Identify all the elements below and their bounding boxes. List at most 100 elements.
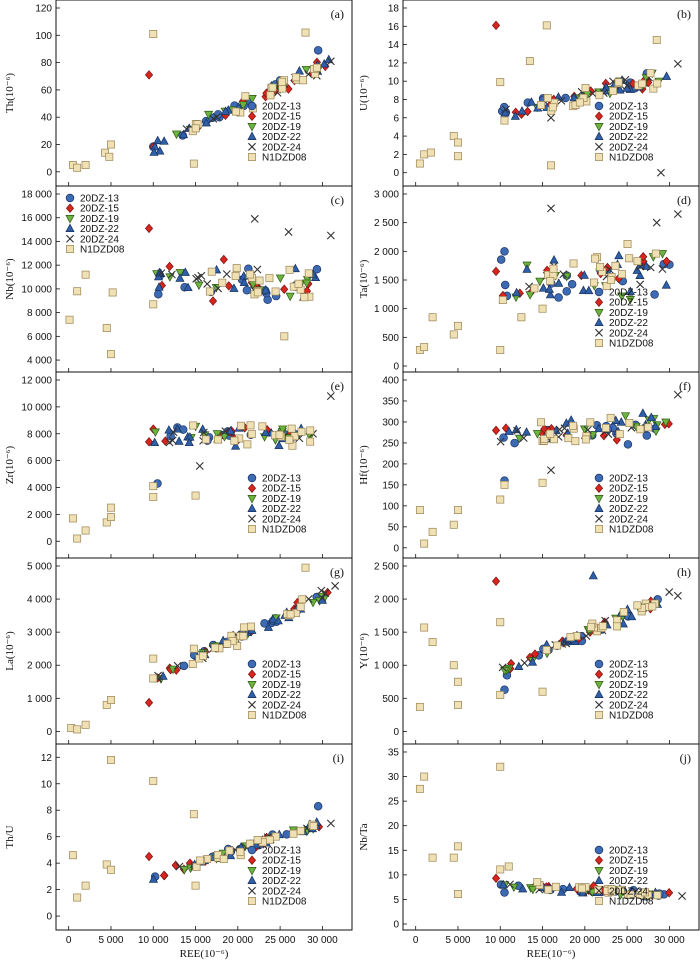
point-n1dzd08 xyxy=(107,696,115,704)
point-20dz-24 xyxy=(547,204,555,213)
point-n1dzd08 xyxy=(589,278,598,287)
point-20dz-15 xyxy=(165,261,174,272)
point-20dz-22 xyxy=(661,71,672,80)
point-n1dzd08 xyxy=(449,132,458,141)
point-n1dzd08 xyxy=(549,264,558,273)
point-20dz-15 xyxy=(144,223,154,234)
point-20dz-19 xyxy=(625,296,635,305)
point-n1dzd08 xyxy=(653,79,662,88)
point-20dz-22 xyxy=(614,250,624,260)
point-20dz-22 xyxy=(184,437,194,447)
x-tick-label: 5 000 xyxy=(445,935,470,946)
point-n1dzd08 xyxy=(449,520,458,529)
y-tick-label: 12 xyxy=(388,58,400,69)
point-n1dzd08 xyxy=(278,77,287,86)
point-20dz-24 xyxy=(317,586,326,595)
point-20dz-22 xyxy=(229,283,239,292)
y-tick-label: 0 xyxy=(393,362,399,373)
point-n1dzd08 xyxy=(571,437,580,446)
point-n1dzd08 xyxy=(538,304,547,313)
y-tick-label: 20 xyxy=(41,140,53,151)
point-n1dzd08 xyxy=(275,430,284,439)
y-tick-label: 2 000 xyxy=(374,595,399,606)
x-tick-label: 10 000 xyxy=(485,935,516,946)
y-tick-label: 150 xyxy=(382,480,399,491)
point-20dz-22 xyxy=(319,58,329,68)
legend-entry-label: 20DZ-15 xyxy=(262,856,301,867)
point-20dz-22 xyxy=(594,423,604,433)
legend-entry-label: 20DZ-22 xyxy=(609,318,648,329)
y-tick-label: 18 000 xyxy=(21,190,52,201)
y-tick-label: 18 xyxy=(388,4,400,15)
point-n1dzd08 xyxy=(271,287,280,296)
point-20dz-22 xyxy=(538,283,548,292)
point-n1dzd08 xyxy=(606,413,615,422)
point-20dz-15 xyxy=(599,430,608,441)
point-20dz-24 xyxy=(195,462,204,470)
point-n1dzd08 xyxy=(454,677,462,686)
point-n1dzd08 xyxy=(530,284,539,293)
panel-label: (d) xyxy=(677,193,691,207)
point-20dz-19 xyxy=(212,430,222,439)
y-tick-label: 25 xyxy=(388,797,400,808)
legend-entry-label: N1DZD08 xyxy=(609,525,654,536)
point-n1dzd08 xyxy=(454,506,462,514)
point-n1dzd08 xyxy=(454,152,462,161)
point-n1dzd08 xyxy=(569,421,578,430)
point-n1dzd08 xyxy=(428,527,437,536)
point-20dz-22 xyxy=(153,135,163,145)
point-n1dzd08 xyxy=(304,269,313,278)
point-n1dzd08 xyxy=(230,436,239,445)
point-20dz-19 xyxy=(238,101,248,110)
point-20dz-24 xyxy=(167,270,176,279)
plot-frame xyxy=(55,743,353,931)
legend-marker-20dz-15 xyxy=(65,203,75,213)
legend-entry-label: 20DZ-24 xyxy=(262,886,301,897)
panel-label: (h) xyxy=(677,565,691,579)
legend-marker-20dz-19 xyxy=(594,867,604,876)
legend-entry-label: N1DZD08 xyxy=(262,711,307,722)
point-n1dzd08 xyxy=(312,63,321,72)
point-20dz-22 xyxy=(544,284,554,293)
panel-e: 0 2 000 4 000 6 000 8 000 10 000 12 000 Zr(10⁻⁶… xyxy=(4,371,353,559)
point-20dz-24 xyxy=(501,105,510,114)
point-20dz-24 xyxy=(222,270,231,279)
point-n1dzd08 xyxy=(285,265,294,274)
point-n1dzd08 xyxy=(615,430,624,439)
point-20dz-22 xyxy=(226,850,236,860)
point-n1dzd08 xyxy=(218,278,227,287)
x-tick-label: 20 000 xyxy=(223,935,254,946)
point-20dz-22 xyxy=(527,657,538,666)
y-tick-label: 2 xyxy=(393,150,399,161)
point-20dz-24 xyxy=(560,424,569,433)
point-20dz-24 xyxy=(636,280,645,289)
point-n1dzd08 xyxy=(638,79,647,88)
panel-label: (a) xyxy=(331,7,344,21)
point-n1dzd08 xyxy=(504,862,513,871)
point-20dz-24 xyxy=(157,269,166,278)
legend-entry-label: 20DZ-19 xyxy=(262,680,301,691)
y-axis-label: U(10⁻⁶) xyxy=(358,75,370,111)
legend-marker-n1dzd08 xyxy=(595,153,603,161)
point-n1dzd08 xyxy=(546,429,555,438)
y-tick-label: 0 xyxy=(393,543,399,554)
y-tick-label: 10 xyxy=(388,77,400,88)
point-n1dzd08 xyxy=(607,275,616,284)
point-n1dzd08 xyxy=(292,73,300,82)
point-20dz-15 xyxy=(491,266,501,277)
legend-entry-label: 20DZ-13 xyxy=(609,660,648,671)
point-20dz-13 xyxy=(562,287,571,296)
legend-entry-label: 20DZ-19 xyxy=(609,680,648,691)
legend-entry-label: 20DZ-19 xyxy=(609,308,648,319)
point-n1dzd08 xyxy=(102,700,111,709)
y-tick-label: 1 000 xyxy=(374,661,399,672)
panel-c: 4 000 6 000 8 000 10 000 12 000 14 000 16 000 1… xyxy=(4,185,353,373)
legend-marker-20dz-22 xyxy=(247,503,257,512)
y-tick-label: 2 500 xyxy=(374,218,399,229)
point-20dz-15 xyxy=(540,424,549,434)
point-20dz-13 xyxy=(282,830,291,839)
point-20dz-15 xyxy=(523,106,532,117)
legend-marker-20dz-19 xyxy=(594,309,604,318)
point-20dz-24 xyxy=(209,114,218,123)
legend: 20DZ-1320DZ-1520DZ-1920DZ-2220DZ-24N1DZD… xyxy=(247,102,307,164)
